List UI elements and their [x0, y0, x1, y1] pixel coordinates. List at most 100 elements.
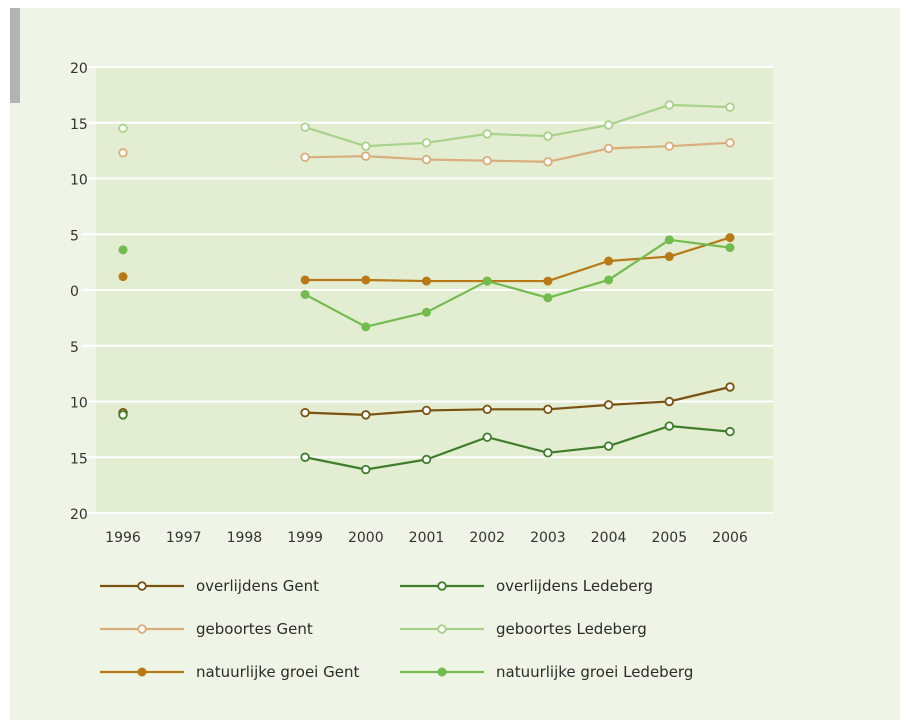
x-tick-label: 2004	[591, 530, 627, 546]
data-point	[361, 141, 371, 151]
data-point	[361, 464, 371, 475]
y-tick-label: 20	[70, 507, 88, 523]
data-point	[725, 243, 735, 253]
data-point	[482, 276, 492, 286]
data-point	[664, 396, 674, 407]
data-point	[603, 441, 614, 451]
data-point	[725, 102, 735, 112]
data-point	[543, 448, 553, 458]
legend-item: overlijdens Gent	[100, 577, 319, 595]
y-tick-label: 20	[70, 61, 88, 77]
data-point	[118, 148, 128, 158]
series-line	[304, 238, 731, 328]
legend: overlijdens Gent overlijdens Ledeberg gebo…	[100, 577, 693, 681]
data-point	[118, 272, 128, 282]
legend-label: geboortes Ledeberg	[496, 620, 647, 638]
series-line	[305, 236, 731, 283]
y-tick-label: 5	[70, 340, 79, 356]
data-point	[482, 404, 492, 415]
x-tick-label: 1996	[105, 530, 141, 546]
legend-item: natuurlijke groei Ledeberg	[400, 663, 693, 681]
x-axis-tick-labels: 1996 1997 1998 1999 2000 2001 2002 2003 2004 2005…	[105, 530, 748, 546]
data-point	[421, 138, 432, 148]
series-line	[305, 385, 731, 416]
legend-label: geboortes Gent	[196, 620, 313, 638]
series-natuurlijke-groei-Ledeberg	[118, 235, 735, 332]
series-geboortes-Gent	[118, 138, 735, 167]
x-tick-label: 2001	[409, 530, 445, 546]
legend-marker	[137, 581, 147, 591]
data-point	[482, 432, 492, 442]
legend-marker	[437, 581, 447, 591]
legend-item: natuurlijke groei Gent	[100, 663, 359, 681]
legend-marker	[437, 667, 447, 677]
data-point	[664, 252, 674, 262]
data-point	[482, 129, 492, 139]
x-tick-label: 2006	[712, 530, 748, 546]
data-point	[482, 155, 492, 166]
series-line	[305, 141, 731, 163]
data-point	[118, 123, 128, 134]
data-point	[543, 276, 553, 286]
legend-label: natuurlijke groei Gent	[196, 663, 359, 681]
legend-item: geboortes Gent	[100, 620, 313, 638]
data-point	[664, 235, 674, 245]
data-point	[361, 410, 371, 420]
y-tick-label: 10	[70, 173, 88, 189]
data-point	[421, 405, 432, 416]
data-point	[543, 157, 553, 167]
y-tick-label: 5	[70, 228, 79, 244]
line-chart: 20 15 10 5 0 5 10 15 20 1996 1997 1998 1999 2000 2001…	[70, 61, 773, 681]
y-tick-label: 10	[70, 396, 88, 412]
data-point	[725, 233, 735, 243]
y-tick-label: 15	[70, 117, 88, 133]
legend-item: overlijdens Ledeberg	[400, 577, 653, 595]
data-point	[603, 400, 614, 410]
x-tick-label: 1997	[166, 530, 202, 546]
data-point	[118, 410, 128, 420]
x-tick-label: 2000	[348, 530, 384, 546]
y-tick-label: 0	[70, 284, 79, 300]
data-point	[422, 307, 431, 317]
x-tick-label: 1998	[227, 530, 263, 546]
series-line	[304, 424, 731, 471]
data-point	[603, 143, 614, 154]
series-geboortes-Ledeberg	[118, 100, 735, 151]
series-overlijdens-Ledeberg	[118, 410, 735, 475]
data-point	[664, 100, 674, 110]
legend-marker	[137, 667, 147, 677]
x-tick-label: 1999	[287, 530, 323, 546]
y-axis-tick-labels: 20 15 10 5 0 5 10 15 20	[70, 61, 88, 523]
series-group	[118, 100, 735, 475]
data-point	[300, 275, 310, 285]
x-tick-label: 2002	[469, 530, 505, 546]
y-tick-label: 15	[70, 451, 88, 467]
data-point	[664, 421, 674, 431]
data-point	[361, 151, 371, 161]
side-accent-bar	[10, 8, 20, 103]
data-point	[300, 122, 310, 132]
chart-panel: 20 15 10 5 0 5 10 15 20 1996 1997 1998 1999 2000 2001…	[10, 8, 900, 720]
data-point	[361, 275, 371, 285]
data-point	[543, 293, 553, 303]
legend-label: overlijdens Ledeberg	[496, 577, 653, 595]
data-point	[664, 141, 674, 151]
legend-label: overlijdens Gent	[196, 577, 319, 595]
legend-marker	[137, 624, 147, 634]
data-point	[361, 322, 371, 332]
data-point	[725, 382, 735, 392]
data-point	[118, 245, 128, 255]
data-point	[421, 454, 432, 465]
legend-item: geboortes Ledeberg	[400, 620, 647, 638]
data-point	[300, 452, 310, 462]
data-point	[604, 256, 614, 266]
data-point	[725, 138, 735, 148]
data-point	[725, 426, 735, 437]
data-point	[300, 289, 310, 299]
legend-label: natuurlijke groei Ledeberg	[496, 663, 693, 681]
data-point	[543, 131, 553, 141]
data-point	[604, 275, 614, 285]
data-point	[603, 120, 614, 130]
data-point	[543, 404, 553, 415]
x-tick-label: 2003	[530, 530, 566, 546]
